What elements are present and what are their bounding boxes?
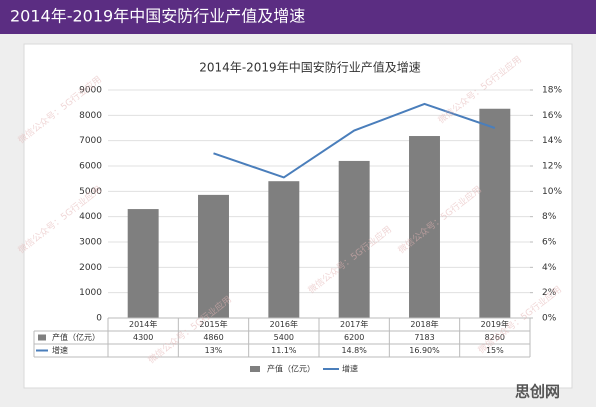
y2-tick-label: 10% — [542, 187, 562, 197]
x-tick-label: 2014年 — [129, 319, 157, 329]
legend-label: 增速 — [342, 364, 358, 374]
y-tick-label: 1000 — [79, 288, 102, 298]
table-row-label: 产值（亿元） — [52, 332, 100, 342]
data-label: 8260 — [485, 333, 505, 342]
data-label: 4860 — [203, 333, 223, 342]
y-tick-label: 3000 — [79, 238, 102, 248]
x-tick-label: 2017年 — [340, 319, 368, 329]
y-tick-label: 2000 — [79, 263, 102, 273]
data-label: 11.1% — [271, 346, 297, 355]
data-label: 14.8% — [341, 346, 367, 355]
data-label: 13% — [205, 346, 223, 355]
bar — [409, 136, 440, 318]
x-tick-label: 2019年 — [481, 319, 509, 329]
y2-tick-label: 0% — [542, 314, 557, 324]
x-tick-label: 2018年 — [410, 319, 438, 329]
bar — [479, 108, 511, 318]
y-tick-label: 6000 — [79, 162, 102, 172]
line — [213, 102, 496, 179]
header-bar — [0, 0, 596, 34]
y-tick-label: 0 — [96, 314, 102, 324]
data-label: 7183 — [414, 333, 434, 342]
y-tick-label: 8000 — [79, 111, 102, 121]
y2-tick-label: 18% — [542, 86, 562, 96]
y2-tick-label: 2% — [542, 288, 557, 298]
table-key — [38, 334, 46, 341]
table-row-label: 增速 — [52, 345, 68, 355]
y2-tick-label: 16% — [542, 111, 562, 121]
y2-tick-label: 12% — [542, 162, 562, 172]
y-tick-label: 7000 — [79, 136, 102, 146]
y-tick-label: 9000 — [79, 86, 102, 96]
bar — [268, 181, 300, 318]
y-tick-label: 4000 — [79, 212, 102, 222]
y2-tick-label: 14% — [542, 136, 562, 146]
y-tick-label: 5000 — [79, 187, 102, 197]
data-label: 15% — [486, 346, 504, 355]
x-tick-label: 2015年 — [199, 319, 227, 329]
data-label: 4300 — [133, 333, 153, 342]
data-label: 5400 — [274, 333, 294, 342]
logo: 思创网 — [515, 383, 560, 401]
header-title: 2014年-2019年中国安防行业产值及增速 — [10, 7, 305, 26]
legend-key — [250, 366, 260, 372]
bar — [198, 194, 229, 318]
x-tick-label: 2016年 — [270, 319, 298, 329]
bar — [338, 160, 370, 318]
plot: 0 1000 2000 3000 4000 5000 6000 7000 8000 9000 0% 2… — [33, 86, 562, 374]
data-label: 6200 — [344, 333, 364, 342]
legend-label: 产值（亿元） — [267, 364, 315, 374]
y2-tick-label: 4% — [542, 263, 557, 273]
chart-title: 2014年-2019年中国安防行业产值及增速 — [199, 60, 420, 75]
data-label: 16.90% — [409, 346, 440, 355]
y2-tick-label: 8% — [542, 212, 557, 222]
y2-tick-label: 6% — [542, 238, 557, 248]
bar — [127, 209, 159, 318]
